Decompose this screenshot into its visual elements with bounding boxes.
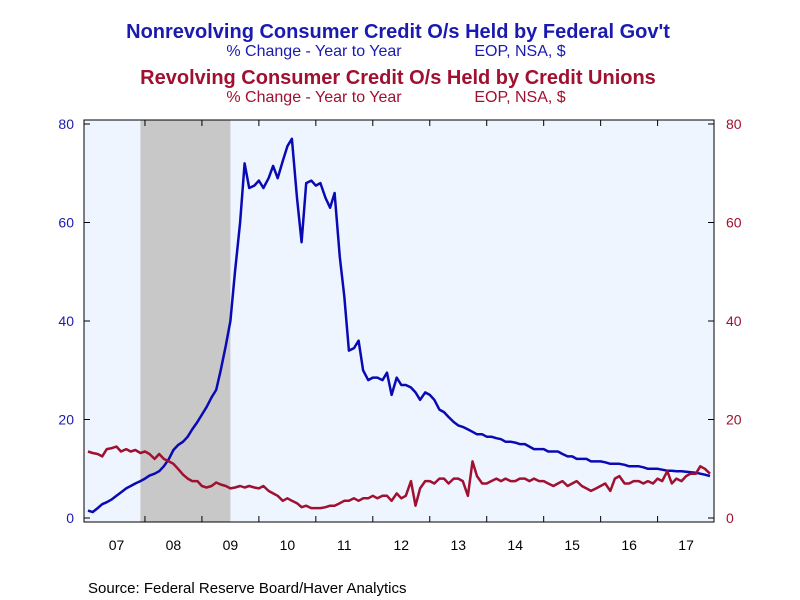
titles: Nonrevolving Consumer Credit O/s Held by… [126, 21, 670, 106]
recession-shade-layer [140, 120, 231, 522]
y-left-tick-label: 40 [58, 313, 74, 329]
y-left-tick-label: 20 [58, 412, 74, 428]
series-layer [87, 137, 711, 514]
y-left-tick-label: 80 [58, 116, 74, 132]
y-left-tick-label: 0 [66, 510, 74, 526]
chart-title-2: Revolving Consumer Credit O/s Held by Cr… [140, 67, 656, 89]
x-tick-label: 13 [450, 537, 466, 553]
ticks-layer: 0 20 40 60 80 0 20 40 60 80 07 08 09 10 11 12 13 14 15 16 17 [58, 116, 741, 553]
series-line-2 [87, 445, 711, 510]
y-right-tick-label: 0 [726, 510, 734, 526]
recession-shade [140, 120, 231, 522]
x-tick-label: 14 [507, 537, 523, 553]
x-tick-label: 09 [223, 537, 239, 553]
y-right-tick-label: 80 [726, 116, 742, 132]
x-tick-label: 11 [337, 537, 352, 553]
chart-subtitle-1: % Change - Year to Year [226, 43, 402, 60]
chart-subtitle-2-units: EOP, NSA, $ [474, 89, 565, 106]
x-tick-label: 08 [166, 537, 182, 553]
chart-title-1: Nonrevolving Consumer Credit O/s Held by… [126, 21, 670, 43]
x-tick-label: 10 [280, 537, 296, 553]
x-tick-label: 15 [564, 537, 580, 553]
x-tick-label: 16 [621, 537, 637, 553]
y-right-tick-label: 20 [726, 412, 742, 428]
chart-subtitle-2: % Change - Year to Year [226, 89, 402, 106]
x-tick-label: 17 [678, 537, 694, 553]
series-line-1 [87, 137, 711, 514]
chart-subtitle-1-units: EOP, NSA, $ [474, 43, 565, 60]
y-left-tick-label: 60 [58, 215, 74, 231]
y-right-tick-label: 40 [726, 313, 742, 329]
x-tick-label: 12 [393, 537, 409, 553]
y-right-tick-label: 60 [726, 215, 742, 231]
x-tick-label: 07 [109, 537, 125, 553]
source-note: Source: Federal Reserve Board/Haver Anal… [88, 580, 406, 597]
